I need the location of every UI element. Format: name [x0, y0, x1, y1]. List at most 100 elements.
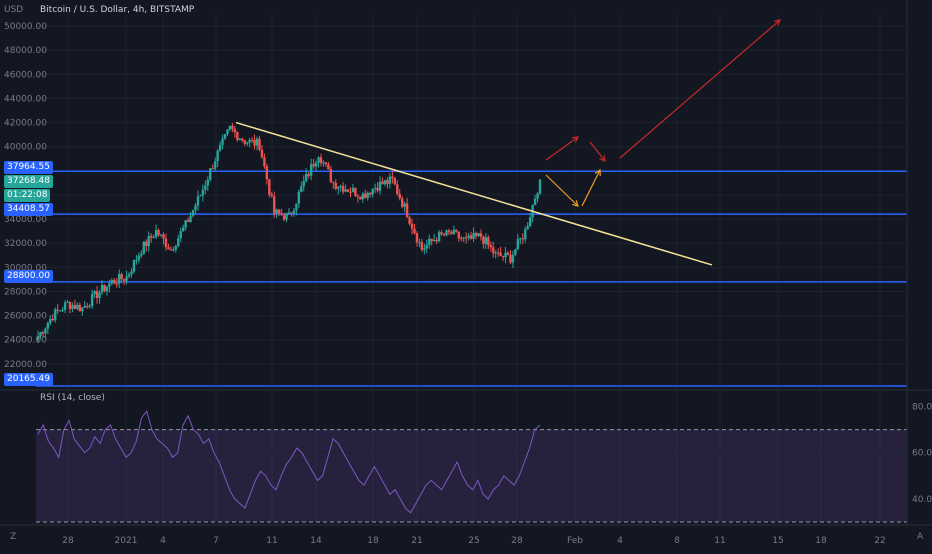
x-tick-label: 28 — [511, 536, 523, 546]
candle-body — [292, 210, 296, 214]
candle-body — [36, 336, 40, 340]
candle-body — [509, 254, 512, 263]
candle-body — [469, 235, 473, 239]
candle-body — [223, 134, 227, 139]
candle-body — [477, 233, 480, 237]
candle-body — [455, 229, 458, 232]
candle-body — [125, 276, 128, 281]
candle-body — [241, 138, 244, 141]
candle-body — [282, 215, 286, 220]
candle-body — [127, 274, 131, 277]
candle-body — [329, 169, 333, 182]
candle-body — [231, 125, 234, 130]
candle-body — [149, 236, 153, 238]
candle-body — [425, 244, 429, 249]
candle-body — [405, 203, 409, 218]
candle-body — [152, 237, 155, 239]
y-tick-label: 48000.00 — [4, 46, 47, 56]
y-tick-label: 28000.00 — [4, 287, 47, 297]
projection-arrow-target-head — [774, 19, 781, 26]
projection-arrow-rebound-head — [594, 168, 601, 177]
candle-body — [423, 248, 426, 250]
candle-body — [408, 217, 411, 224]
candle-body — [157, 230, 160, 236]
timezone-button[interactable]: Z — [10, 532, 17, 542]
candle-body — [474, 233, 478, 237]
x-tick-label: 15 — [772, 536, 783, 546]
candle-body — [388, 176, 392, 184]
candle-body — [504, 252, 507, 258]
candle-body — [516, 239, 520, 250]
candle-body — [457, 231, 460, 239]
y-tick-label: 46000.00 — [4, 70, 47, 80]
symbol-title: Bitcoin / U.S. Dollar, 4h, BITSTAMP — [40, 5, 195, 15]
candle-body — [492, 247, 495, 254]
y-tick-label: 30000.00 — [4, 263, 47, 273]
candle-body — [76, 304, 79, 309]
candle-body — [73, 305, 77, 309]
candle-body — [287, 212, 291, 214]
candle-body — [280, 213, 283, 216]
candle-body — [366, 192, 369, 198]
candle-body — [113, 279, 116, 284]
candle-body — [460, 238, 463, 240]
support-price-label-2: 28800.00 — [4, 270, 53, 283]
candle-body — [172, 249, 175, 251]
projection-arrow-target — [619, 19, 781, 159]
projection-arrow-down-head — [599, 154, 606, 162]
candle-body — [204, 185, 207, 190]
currency-label: USD — [4, 5, 24, 15]
candle-body — [147, 236, 150, 247]
candle-body — [418, 242, 421, 244]
candle-body — [354, 187, 357, 196]
candle-body — [499, 252, 502, 257]
x-tick-label: 21 — [411, 536, 422, 546]
candle-body — [447, 230, 451, 233]
candle-body — [339, 186, 342, 188]
candle-body — [285, 212, 288, 220]
candle-body — [378, 181, 382, 191]
candle-body — [297, 191, 301, 204]
x-tick-label: 14 — [310, 536, 322, 546]
x-tick-label: 11 — [266, 536, 277, 546]
projection-arrow-dip-head — [572, 200, 579, 207]
candle-body — [206, 179, 209, 186]
candle-body — [442, 234, 446, 236]
rsi-tick-label: 40.00 — [912, 495, 932, 505]
x-tick-label: 2021 — [115, 536, 138, 546]
candle-body — [122, 279, 126, 281]
candle-body — [361, 193, 365, 200]
candle-body — [524, 229, 527, 240]
candle-body — [270, 194, 273, 197]
x-tick-label: 18 — [815, 536, 827, 546]
candle-body — [484, 237, 488, 244]
candle-body — [238, 138, 241, 140]
candle-body — [482, 236, 485, 244]
x-tick-label: 22 — [874, 536, 885, 546]
candle-body — [248, 139, 251, 143]
candle-body — [528, 217, 532, 227]
candle-body — [181, 227, 185, 232]
candle-body — [194, 205, 197, 211]
candle-body — [243, 140, 246, 144]
projection-arrow-down — [589, 141, 606, 162]
trendline — [235, 121, 713, 266]
candle-body — [356, 195, 360, 197]
y-tick-label: 32000.00 — [4, 239, 47, 249]
y-tick-label: 40000.00 — [4, 143, 47, 153]
candle-body — [496, 252, 500, 254]
candle-body — [501, 256, 505, 258]
candle-body — [319, 157, 323, 163]
candle-body — [191, 210, 195, 216]
candle-body — [445, 230, 448, 236]
x-tick-label: 4 — [160, 536, 166, 546]
candle-body — [514, 249, 517, 255]
candle-body — [88, 306, 91, 308]
candle-body — [393, 178, 397, 185]
auto-scale-button[interactable]: A — [917, 532, 924, 542]
candle-body — [430, 238, 433, 241]
candle-body — [376, 187, 379, 191]
candle-body — [275, 209, 278, 214]
